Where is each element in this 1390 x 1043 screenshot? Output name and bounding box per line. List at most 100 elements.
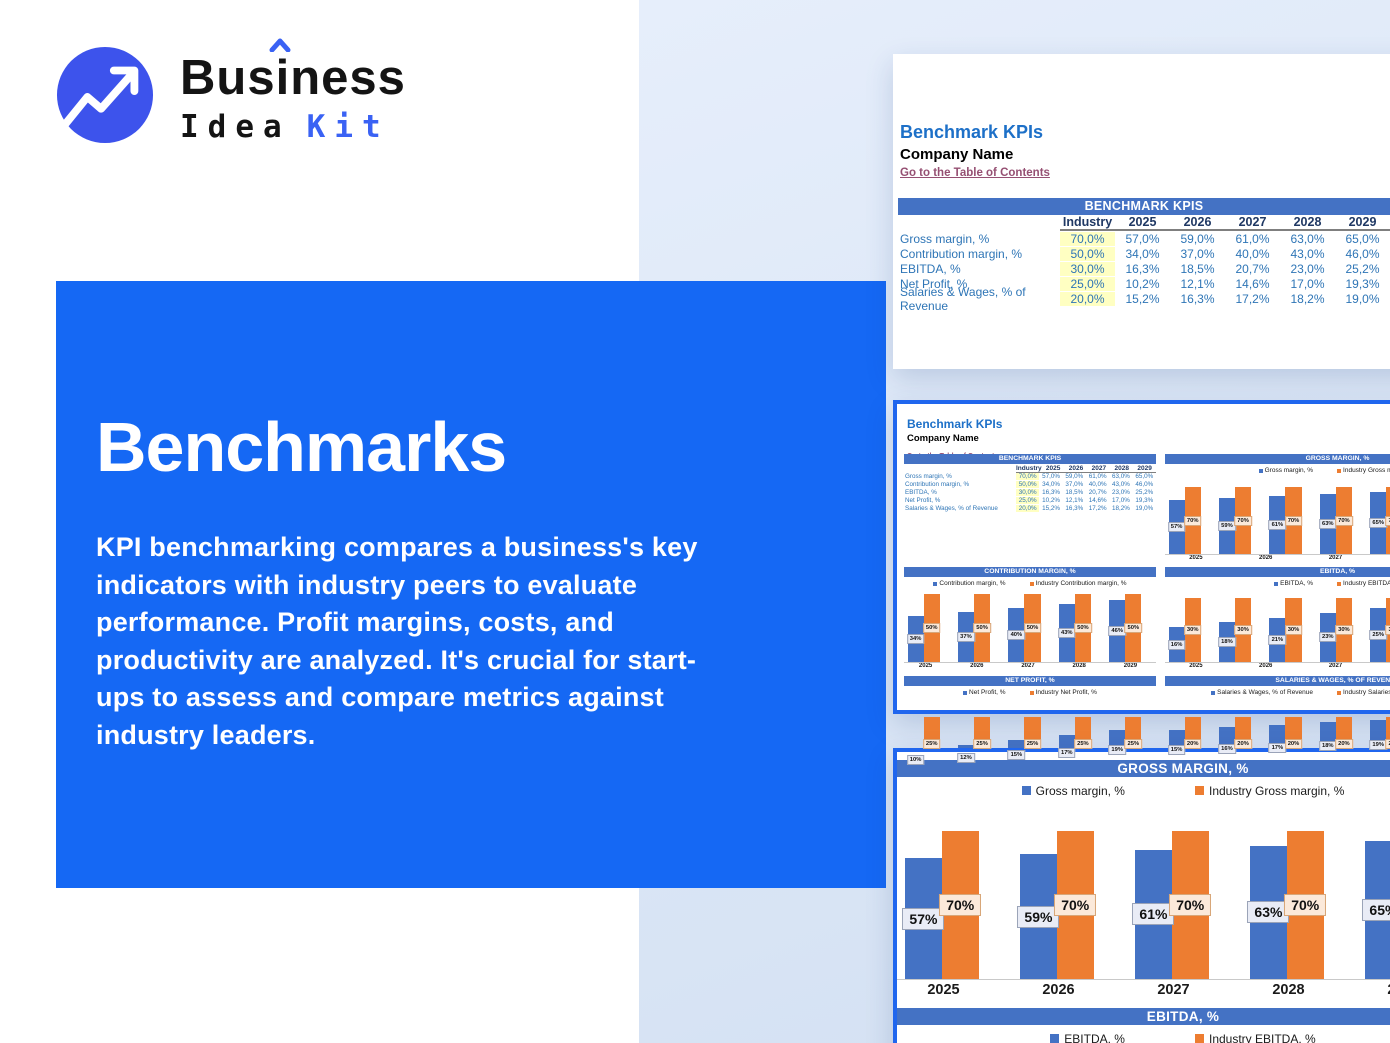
table-row-label: Contribution margin, % (900, 246, 1023, 261)
table-cell-industry: 25,0% (1016, 496, 1040, 504)
axis-category-label: 2025 (918, 663, 933, 669)
table-header-cell: 2026 (1170, 215, 1225, 232)
bar-data-label: 20% (1234, 738, 1252, 749)
table-cell-industry: 50,0% (1016, 481, 1040, 489)
axis-category-label: 2028 (1370, 663, 1390, 671)
legend-item: Gross margin, % (1021, 783, 1125, 798)
table-header-cell: Industry (1060, 215, 1115, 232)
legend-swatch (1337, 581, 1342, 586)
legend-item: Contribution margin, % (933, 580, 1006, 587)
table-cell-value: 61,0% (1235, 231, 1270, 246)
sheet-title: Benchmark KPIs (900, 122, 1044, 142)
table-of-contents-link[interactable]: Go to the Table of Contents (900, 166, 1050, 179)
table-row-label: EBITDA, % (905, 488, 937, 496)
table-cell-value: 57,0% (1125, 231, 1160, 246)
bar-data-label: 63% (1247, 901, 1290, 924)
table-row-label: Salaries & Wages, % of Revenue (900, 284, 1026, 313)
logo-word-kit: Kit (306, 109, 390, 145)
table-row: Contribution margin, % 50,0% 34,0% 37,0% 40,… (898, 246, 1390, 261)
table-cell-value: 17,2% (1235, 291, 1270, 306)
axis-category-label: 2029 (1123, 663, 1138, 669)
table-row: Contribution margin, % 50,0% 34,0% 37,0% 40,… (904, 481, 1156, 489)
chart-title-band: NET PROFIT, % (904, 676, 1156, 686)
table-cell-value: 61,0% (1088, 473, 1107, 481)
legend-item: Industry Net Profit, % (1029, 689, 1097, 696)
table-cell-value: 17,2% (1088, 504, 1107, 512)
legend-swatch (1337, 690, 1342, 695)
legend-swatch (1050, 1034, 1060, 1043)
axis-category-label: 2025 (927, 982, 960, 998)
table-cell-value: 46,0% (1135, 481, 1154, 489)
legend-swatch (1337, 468, 1342, 473)
bar-data-label: 30% (1385, 624, 1390, 635)
table-header-cell: Industry (1016, 464, 1042, 473)
table-header-cell: 2026 (1064, 465, 1088, 473)
table-cell-value: 25,2% (1135, 488, 1154, 496)
legend-item: Net Profit, % (963, 689, 1006, 696)
chart-legend: Contribution margin, % Industry Contribut… (904, 579, 1156, 588)
chart-legend: Gross margin, % Industry Gross margin, % (897, 783, 1390, 798)
chart-title-band: EBITDA, % (1165, 567, 1390, 577)
legend-label: Net Profit, % (969, 689, 1006, 696)
table-header-row: Industry 2025 2026 2027 2028 2029 (898, 215, 1390, 232)
legend-label: Gross margin, % (1264, 467, 1314, 474)
bar-data-label: 50% (1074, 623, 1092, 634)
bar-data-label: 37% (957, 632, 975, 642)
axis-category-label: 2028 (1072, 663, 1086, 669)
hero-description: KPI benchmarking compares a business's k… (96, 532, 698, 750)
axis-category-label: 2028 (1272, 982, 1305, 998)
bar-data-label: 30% (1234, 624, 1252, 635)
bar-data-label: 70% (1385, 515, 1390, 526)
bar-data-label: 70% (1284, 515, 1303, 526)
table-cell-value: 59,0% (1180, 231, 1215, 246)
bar-data-label: 15% (1007, 750, 1026, 761)
logo-wordmark: Bus iness Idea Kit (180, 38, 406, 145)
bar-data-label: 59% (1017, 905, 1060, 928)
table-row-label: Gross margin, % (905, 473, 952, 481)
table-cell-value: 16,3% (1180, 291, 1215, 306)
legend-swatch (933, 581, 938, 586)
legend-label: Gross margin, % (1035, 783, 1125, 798)
bar-data-label: 70% (1169, 893, 1212, 916)
chart-legend: Salaries & Wages, % of Revenue Industry S… (1165, 688, 1390, 697)
legend-item: EBITDA, % (1274, 580, 1313, 587)
table-cell-value: 43,0% (1112, 481, 1130, 489)
table-cell-value: 16,3% (1065, 504, 1084, 512)
mini-chart-contribution-margin: CONTRIBUTION MARGIN, % Contribution margi… (904, 567, 1156, 671)
table-row-label: Net Profit, % (905, 496, 941, 504)
axis-category-label: 2025 (1189, 663, 1203, 669)
chart-plot-area: 34% 50% 37% 50% 40% 50% 43% 50% 46% 50% (904, 589, 1156, 663)
bar-data-label: 65% (1362, 899, 1390, 922)
benchmark-kpi-table-mini: BENCHMARK KPIS Industry 2025 2026 2027 2028 20… (904, 454, 1157, 512)
bar-data-label: 70% (1335, 515, 1353, 526)
bar-data-label: 70% (1054, 893, 1097, 916)
bar-data-label: 65% (1369, 518, 1387, 529)
table-cell-value: 19,3% (1345, 276, 1380, 291)
bar-data-label: 70% (1284, 893, 1327, 916)
table-row-label: Gross margin, % (900, 231, 990, 246)
table-cell-industry: 20,0% (1060, 291, 1115, 306)
bar-data-label: 17% (1268, 742, 1287, 753)
screenshot-card-dashboard: Benchmark KPIs Company Name Go to the Ta… (893, 400, 1390, 778)
trend-arrow-logo-icon (56, 46, 154, 144)
chart-legend: Net Profit, % Industry Net Profit, % (904, 688, 1156, 697)
chart-title-band: GROSS MARGIN, % (1165, 454, 1390, 464)
sheet-company-name: Company Name (900, 145, 1014, 163)
legend-label: Industry Net Profit, % (1035, 689, 1097, 696)
table-cell-value: 19,3% (1135, 496, 1154, 504)
business-idea-kit-logo: Bus iness Idea Kit (56, 38, 406, 145)
table-cell-value: 15,2% (1042, 504, 1060, 512)
chart-legend: Gross margin, % Industry Gross margin, % (1165, 466, 1390, 475)
bar-data-label: 17% (1057, 747, 1076, 758)
table-cell-industry: 30,0% (1016, 488, 1040, 496)
table-row: Salaries & Wages, % of Revenue 20,0% 15,2%… (898, 285, 1390, 313)
table-row-label: Salaries & Wages, % of Revenue (905, 504, 998, 512)
legend-swatch (963, 690, 968, 695)
chart-plot-area: 57%70%59%70%61%70%63%70%65%70% (897, 801, 1390, 980)
table-cell-value: 10,2% (1125, 276, 1160, 291)
table-cell-value: 63,0% (1112, 473, 1130, 481)
table-cell-industry: 70,0% (1016, 473, 1040, 481)
table-header-cell: 2027 (1225, 215, 1280, 232)
legend-item: Industry EBITDA, % (1194, 1032, 1316, 1043)
